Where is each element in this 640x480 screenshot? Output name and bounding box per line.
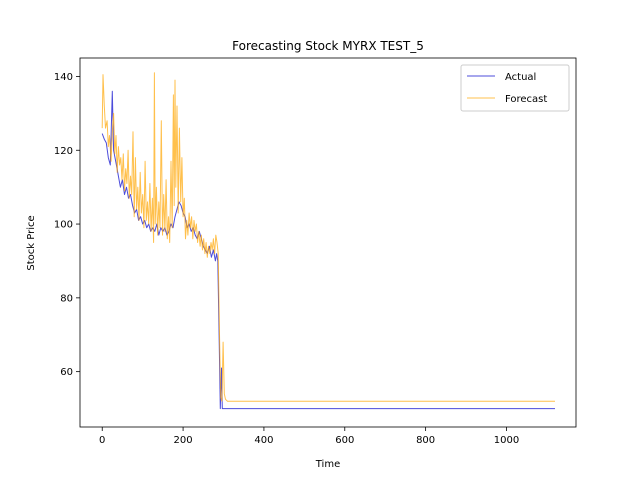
- chart-title: Forecasting Stock MYRX TEST_5: [232, 39, 424, 53]
- y-axis: 60 80 100 120 140: [54, 72, 80, 378]
- x-tick-label: 400: [254, 435, 273, 446]
- plot-area: 0 200 400 600 800 1000 60 80 100 120 140: [54, 57, 577, 446]
- series-line-actual: [101, 90, 555, 410]
- x-axis-label: Time: [315, 459, 340, 470]
- legend-label-actual: Actual: [505, 72, 536, 83]
- y-tick-label: 80: [60, 293, 73, 304]
- x-tick-label: 200: [174, 435, 193, 446]
- x-tick-label: 1000: [494, 435, 519, 446]
- y-tick-label: 60: [60, 367, 73, 378]
- x-tick-label: 600: [335, 435, 354, 446]
- x-tick-label: 0: [99, 435, 105, 446]
- plot-frame: [79, 57, 577, 428]
- series-layer: [101, 72, 555, 410]
- y-axis-label: Stock Price: [26, 215, 37, 270]
- legend-label-forecast: Forecast: [505, 94, 547, 105]
- y-tick-label: 100: [54, 220, 73, 231]
- y-tick-label: 140: [54, 72, 73, 83]
- series-line-forecast: [101, 72, 555, 402]
- y-tick-label: 120: [54, 146, 73, 157]
- x-axis: 0 200 400 600 800 1000: [99, 427, 519, 446]
- legend: Actual Forecast: [460, 64, 570, 112]
- x-tick-label: 800: [416, 435, 435, 446]
